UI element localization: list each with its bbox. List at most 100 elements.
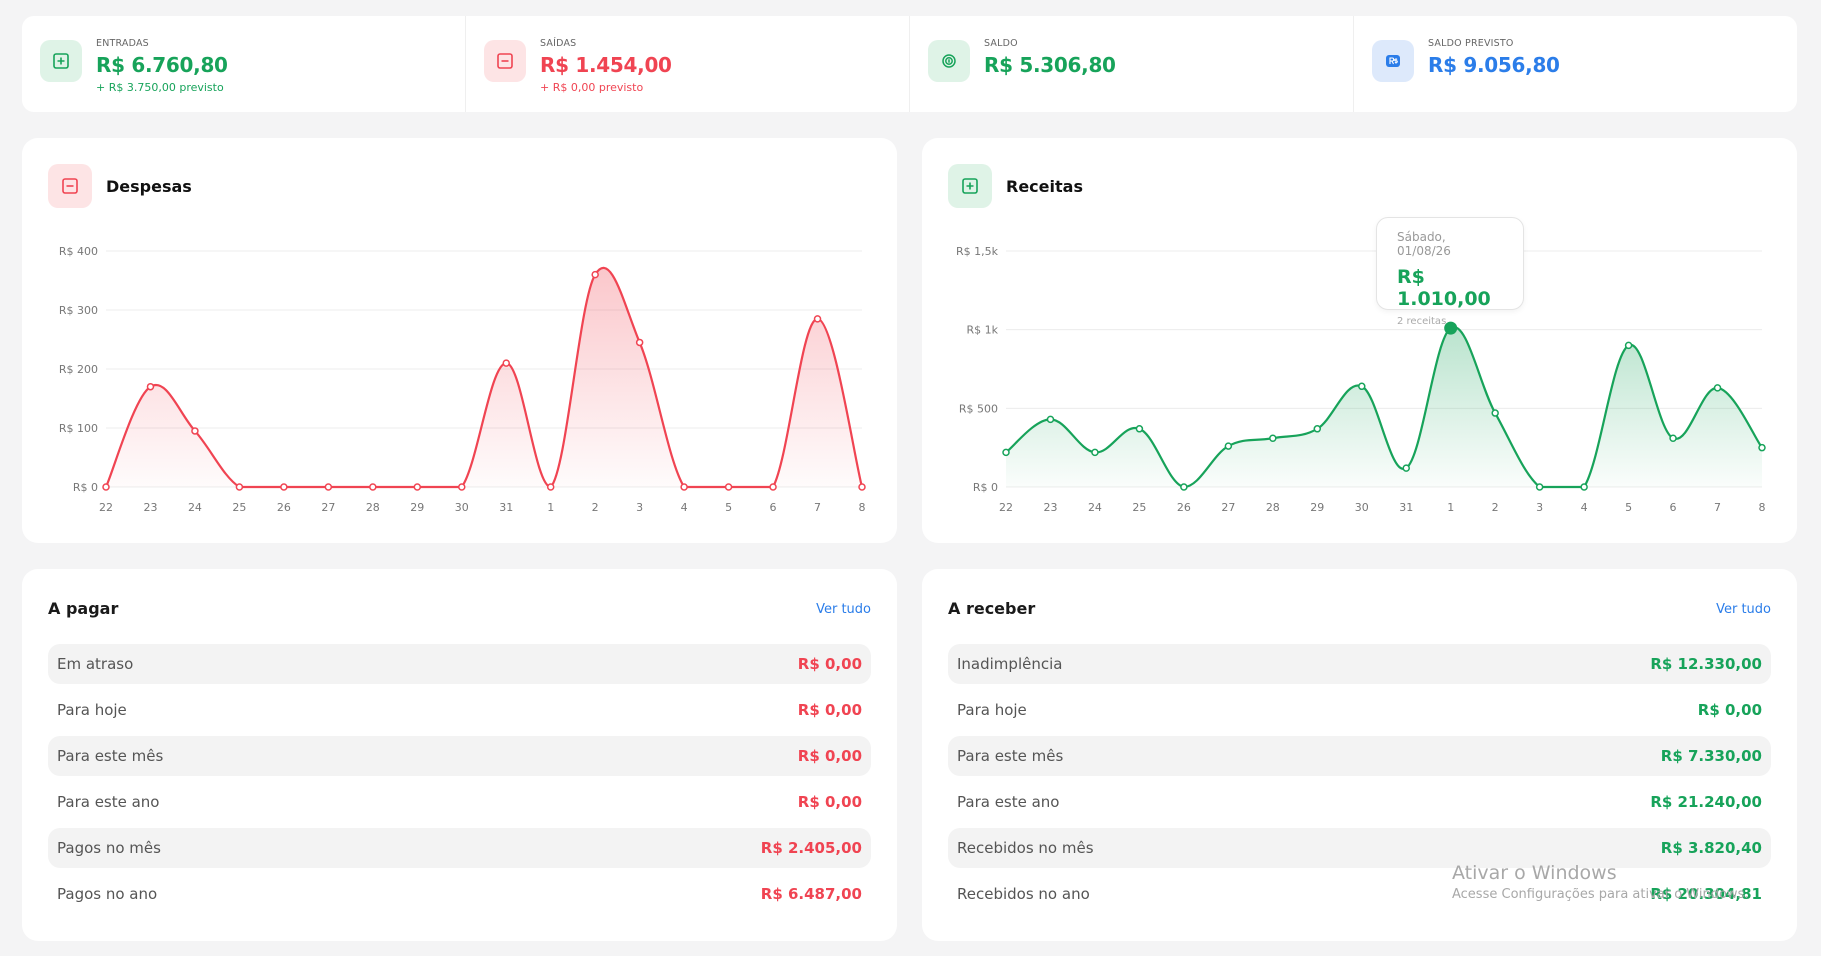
item-value: R$ 6.487,00: [760, 885, 862, 903]
stat-saidas: SAÍDAS R$ 1.454,00 + R$ 0,00 previsto: [466, 16, 910, 112]
data-point[interactable]: [1046, 415, 1055, 424]
x-tick-label: 27: [321, 501, 335, 514]
y-tick-label: R$ 1,5k: [956, 245, 999, 258]
data-point[interactable]: [591, 270, 599, 279]
stat-label: SALDO PREVISTO: [1428, 38, 1514, 49]
data-point[interactable]: [813, 315, 822, 323]
x-tick-label: 27: [1221, 501, 1235, 514]
item-value: R$ 0,00: [1697, 701, 1762, 719]
data-point[interactable]: [1444, 321, 1458, 335]
x-tick-label: 3: [1536, 501, 1543, 514]
card-title: Despesas: [106, 176, 192, 196]
list-item[interactable]: Para hoje R$ 0,00: [948, 690, 1771, 730]
ver-tudo-link[interactable]: Ver tudo: [816, 602, 871, 617]
item-value: R$ 20.304,81: [1650, 885, 1762, 903]
data-point[interactable]: [1224, 442, 1233, 450]
stat-saldo: SALDO R$ 5.306,80: [910, 16, 1354, 112]
data-point[interactable]: [635, 338, 644, 347]
list-item[interactable]: Recebidos no mês R$ 3.820,40: [948, 828, 1771, 868]
data-point[interactable]: [458, 483, 466, 491]
x-tick-label: 1: [547, 501, 554, 514]
data-point[interactable]: [680, 483, 688, 491]
item-label: Em atraso: [57, 655, 134, 673]
data-point[interactable]: [280, 483, 288, 491]
card-title: A pagar: [48, 599, 119, 618]
x-tick-label: 28: [1266, 501, 1280, 514]
x-tick-label: 5: [725, 501, 732, 514]
item-label: Recebidos no mês: [957, 839, 1094, 857]
data-point[interactable]: [1091, 448, 1099, 457]
item-label: Para este ano: [57, 793, 160, 811]
list-item[interactable]: Para este ano R$ 21.240,00: [948, 782, 1771, 822]
stat-value: R$ 5.306,80: [984, 53, 1116, 77]
data-point[interactable]: [1313, 425, 1322, 433]
data-point[interactable]: [191, 427, 199, 435]
item-value: R$ 7.330,00: [1660, 747, 1762, 765]
data-point[interactable]: [1624, 341, 1633, 350]
data-point[interactable]: [1180, 483, 1188, 491]
watermark-title: Ativar o Windows: [1452, 862, 1617, 884]
minus-square-icon: [484, 40, 526, 82]
list-item[interactable]: Para este ano R$ 0,00: [48, 782, 871, 822]
plus-square-icon: [40, 40, 82, 82]
data-point[interactable]: [1713, 384, 1722, 392]
data-point[interactable]: [502, 359, 510, 367]
x-tick-label: 6: [770, 501, 777, 514]
data-point[interactable]: [724, 483, 733, 491]
list-item[interactable]: Pagos no ano R$ 6.487,00: [48, 874, 871, 914]
data-point[interactable]: [1580, 483, 1588, 491]
stat-value: R$ 1.454,00: [540, 53, 672, 77]
data-point[interactable]: [1491, 409, 1499, 417]
list-item[interactable]: Pagos no mês R$ 2.405,00: [48, 828, 871, 868]
item-label: Para este mês: [957, 747, 1064, 765]
x-tick-label: 4: [681, 501, 688, 514]
list-item[interactable]: Para este mês R$ 7.330,00: [948, 736, 1771, 776]
data-point[interactable]: [858, 483, 866, 491]
watermark-subtitle: Acesse Configurações para ativar o Windo…: [1452, 887, 1749, 902]
y-tick-label: R$ 100: [59, 422, 98, 435]
list-item[interactable]: Inadimplência R$ 12.330,00: [948, 644, 1771, 684]
a-receber-card: A receber Ver tudo Inadimplência R$ 12.33…: [922, 569, 1797, 941]
payables-list: Em atraso R$ 0,00 Para hoje R$ 0,00 Para e…: [48, 644, 871, 920]
data-point[interactable]: [769, 483, 777, 491]
x-tick-label: 7: [814, 501, 821, 514]
x-tick-label: 2: [1492, 501, 1499, 514]
data-point[interactable]: [324, 483, 333, 491]
x-tick-label: 1: [1447, 501, 1454, 514]
data-point[interactable]: [1269, 434, 1277, 442]
list-item[interactable]: Para hoje R$ 0,00: [48, 690, 871, 730]
card-title: Receitas: [1006, 176, 1083, 196]
data-point[interactable]: [546, 483, 555, 491]
series-area: [106, 267, 862, 487]
item-value: R$ 0,00: [797, 747, 862, 765]
data-point[interactable]: [146, 382, 155, 391]
data-point[interactable]: [1535, 483, 1544, 491]
x-tick-label: 30: [1355, 501, 1369, 514]
data-point[interactable]: [1669, 434, 1677, 442]
list-item[interactable]: Recebidos no ano R$ 20.304,81: [948, 874, 1771, 914]
data-point[interactable]: [102, 483, 110, 491]
data-point[interactable]: [235, 483, 244, 491]
data-point[interactable]: [1135, 425, 1144, 433]
x-tick-label: 31: [1399, 501, 1413, 514]
item-value: R$ 12.330,00: [1650, 655, 1762, 673]
data-point[interactable]: [1358, 382, 1366, 391]
x-tick-label: 6: [1670, 501, 1677, 514]
data-point[interactable]: [369, 483, 377, 491]
item-label: Inadimplência: [957, 655, 1063, 673]
data-point[interactable]: [1002, 448, 1010, 457]
x-tick-label: 2: [592, 501, 599, 514]
x-tick-label: 25: [1132, 501, 1146, 514]
item-label: Recebidos no ano: [957, 885, 1090, 903]
list-item[interactable]: Em atraso R$ 0,00: [48, 644, 871, 684]
data-point[interactable]: [1402, 464, 1410, 472]
item-value: R$ 2.405,00: [760, 839, 862, 857]
list-item[interactable]: Para este mês R$ 0,00: [48, 736, 871, 776]
data-point[interactable]: [1758, 443, 1766, 452]
a-pagar-card: A pagar Ver tudo Em atraso R$ 0,00 Para h…: [22, 569, 897, 941]
data-point[interactable]: [413, 483, 422, 491]
stat-forecast: + R$ 0,00 previsto: [540, 81, 644, 94]
ver-tudo-link[interactable]: Ver tudo: [1716, 602, 1771, 617]
